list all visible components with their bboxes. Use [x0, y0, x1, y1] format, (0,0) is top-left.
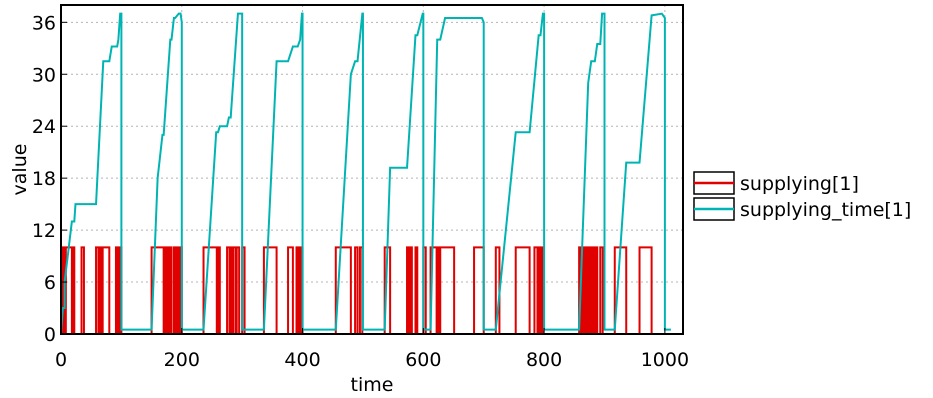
y-tick-label: 30: [32, 64, 56, 86]
legend-label-2: supplying_time[1]: [740, 199, 911, 221]
y-tick-label: 24: [32, 116, 56, 138]
grid: [61, 5, 683, 334]
y-tick-label: 0: [44, 324, 56, 346]
x-tick-label: 600: [405, 349, 441, 371]
x-axis-label: time: [351, 374, 394, 396]
legend-label-1: supplying[1]: [740, 173, 859, 195]
y-tick-label: 36: [32, 12, 56, 34]
x-tick-label: 200: [164, 349, 200, 371]
series-line-1: [61, 246, 671, 335]
x-tick-label: 1000: [641, 349, 689, 371]
y-tick-label: 18: [32, 168, 56, 190]
series-layer: [61, 12, 671, 335]
y-tick-label: 12: [32, 220, 56, 242]
x-tick-label: 400: [284, 349, 320, 371]
ticks: 0 200 400 600 800 1000 0 6 12 18 24 30 36: [32, 12, 689, 371]
y-axis-label: value: [9, 144, 31, 196]
x-tick-label: 0: [55, 349, 67, 371]
y-tick-label: 6: [44, 272, 56, 294]
legend: supplying[1] supplying_time[1]: [693, 171, 911, 221]
plot-frame: [60, 4, 684, 335]
x-tick-label: 800: [526, 349, 562, 371]
